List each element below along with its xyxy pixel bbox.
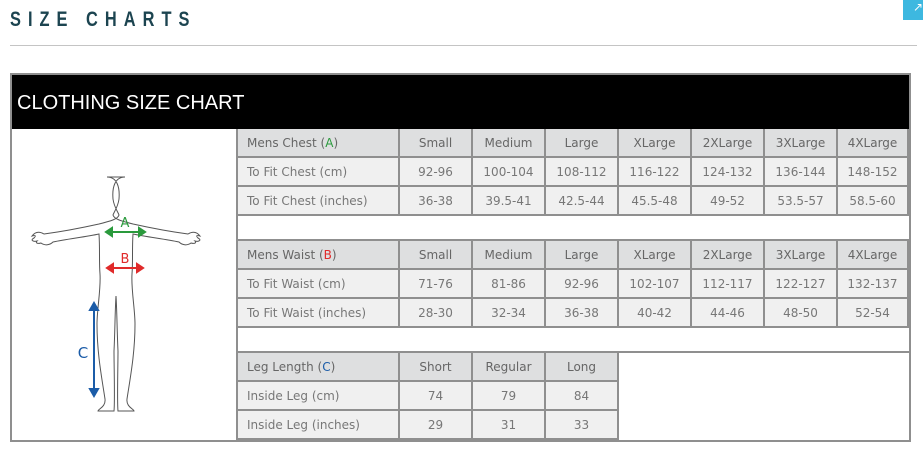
size-value-cell: 108-112	[546, 158, 619, 187]
size-column-header: 2XLarge	[692, 129, 765, 158]
size-chart: CLOTHING SIZE CHART A B C Mens Chest (A)…	[10, 73, 911, 442]
size-column-header: Medium	[473, 129, 546, 158]
size-value-cell: 124-132	[692, 158, 765, 187]
size-value-cell: 79	[473, 382, 546, 411]
size-value-cell: 48-50	[765, 299, 838, 328]
leg-marker-label: C	[78, 344, 88, 362]
header-label-suffix: )	[331, 247, 337, 262]
size-value-cell: 74	[400, 382, 473, 411]
row-label: To Fit Waist (cm)	[238, 270, 400, 299]
size-value-cell: 116-122	[619, 158, 692, 187]
size-column-header: XLarge	[619, 241, 692, 270]
size-column-header: Regular	[473, 353, 546, 382]
size-value-cell: 148-152	[838, 158, 909, 187]
header-label-suffix: )	[330, 359, 336, 374]
size-value-cell: 28-30	[400, 299, 473, 328]
size-column-header: Short	[400, 353, 473, 382]
section-header-label: Mens Waist (B)	[238, 241, 400, 270]
size-value-cell: 39.5-41	[473, 187, 546, 216]
size-column-header: 3XLarge	[765, 129, 838, 158]
row-label: To Fit Chest (inches)	[238, 187, 400, 216]
size-value-cell: 71-76	[400, 270, 473, 299]
measurement-letter: A	[325, 135, 334, 150]
section-spacer	[238, 328, 909, 353]
measurement-letter: B	[323, 247, 332, 262]
size-value-cell: 53.5-57	[765, 187, 838, 216]
size-value-cell: 81-86	[473, 270, 546, 299]
size-column-header: XLarge	[619, 129, 692, 158]
header-label-text: Mens Chest (	[247, 135, 326, 150]
size-column-header: Medium	[473, 241, 546, 270]
header-label-text: Leg Length (	[247, 359, 323, 374]
size-value-cell: 84	[546, 382, 619, 411]
row-label: Inside Leg (inches)	[238, 411, 400, 440]
size-value-cell: 132-137	[838, 270, 909, 299]
divider	[10, 45, 917, 46]
size-column-header: 2XLarge	[692, 241, 765, 270]
size-value-cell: 29	[400, 411, 473, 440]
size-value-cell: 32-34	[473, 299, 546, 328]
size-value-cell: 112-117	[692, 270, 765, 299]
chart-title: CLOTHING SIZE CHART	[12, 75, 909, 129]
waist-marker-label: B	[121, 252, 130, 267]
size-value-cell: 49-52	[692, 187, 765, 216]
row-label: To Fit Chest (cm)	[238, 158, 400, 187]
body-measurement-figure: A B C	[12, 129, 238, 440]
size-column-header: Small	[400, 129, 473, 158]
size-value-cell: 136-144	[765, 158, 838, 187]
size-column-header: Large	[546, 129, 619, 158]
size-value-cell: 92-96	[400, 158, 473, 187]
size-value-cell: 33	[546, 411, 619, 440]
size-value-cell: 92-96	[546, 270, 619, 299]
size-value-cell: 102-107	[619, 270, 692, 299]
row-label: Inside Leg (cm)	[238, 382, 400, 411]
section-header-label: Leg Length (C)	[238, 353, 400, 382]
header-label-suffix: )	[333, 135, 339, 150]
size-value-cell: 52-54	[838, 299, 909, 328]
size-value-cell: 122-127	[765, 270, 838, 299]
size-column-header: 4XLarge	[838, 241, 909, 270]
size-value-cell: 36-38	[400, 187, 473, 216]
arrow-up-icon: ↗	[912, 0, 923, 14]
chest-marker-label: A	[121, 216, 130, 231]
size-column-header: 4XLarge	[838, 129, 909, 158]
size-column-header: Long	[546, 353, 619, 382]
row-label: To Fit Waist (inches)	[238, 299, 400, 328]
size-column-header: 3XLarge	[765, 241, 838, 270]
section-spacer	[238, 216, 909, 241]
measurement-letter: C	[322, 359, 331, 374]
size-column-header: Large	[546, 241, 619, 270]
size-value-cell: 45.5-48	[619, 187, 692, 216]
section-header-label: Mens Chest (A)	[238, 129, 400, 158]
size-column-header: Small	[400, 241, 473, 270]
size-value-cell: 36-38	[546, 299, 619, 328]
size-value-cell: 40-42	[619, 299, 692, 328]
size-value-cell: 44-46	[692, 299, 765, 328]
size-value-cell: 31	[473, 411, 546, 440]
page-title: SIZE CHARTS	[10, 8, 197, 31]
size-value-cell: 100-104	[473, 158, 546, 187]
body-outline-icon: A B C	[30, 176, 202, 412]
scroll-top-button[interactable]: ↗	[903, 0, 923, 20]
size-value-cell: 42.5-44	[546, 187, 619, 216]
header-label-text: Mens Waist (	[247, 247, 324, 262]
size-value-cell: 58.5-60	[838, 187, 909, 216]
